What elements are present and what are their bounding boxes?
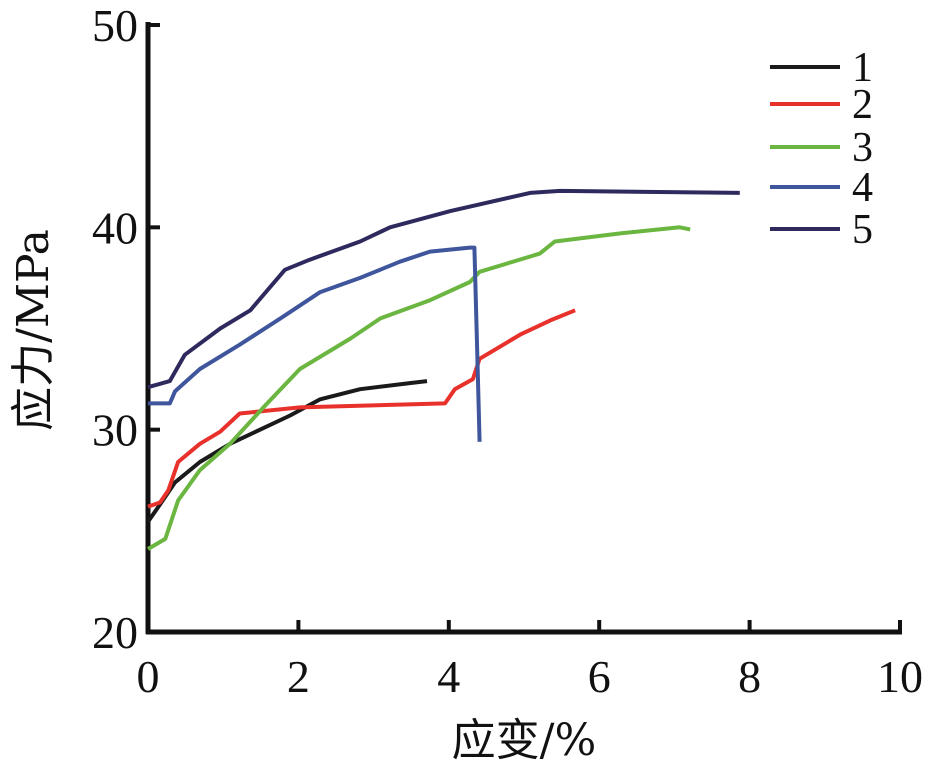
legend-label-3: 3	[852, 125, 873, 171]
y-tick-label: 50	[92, 0, 138, 51]
series-lines	[146, 188, 740, 551]
legend-label-5: 5	[852, 207, 873, 253]
series-line-3	[146, 225, 691, 551]
series-line-2	[147, 308, 576, 509]
x-axis-label: 应变/%	[452, 715, 597, 763]
legend-label-2: 2	[852, 82, 873, 128]
tick-labels: 20 30 40 50 0 2 4 6 8 10	[92, 0, 923, 702]
legend-label-4: 4	[852, 165, 873, 211]
series-line-5	[147, 188, 740, 390]
y-tick-label: 30	[92, 405, 138, 456]
y-tick-label: 40	[92, 202, 138, 253]
x-tick-label: 4	[437, 651, 460, 702]
y-tick-label: 20	[92, 607, 138, 658]
x-tick-label: 6	[588, 651, 611, 702]
x-tick-label: 10	[877, 651, 923, 702]
x-tick-label: 2	[287, 651, 310, 702]
y-axis-label: 应力/MPa	[8, 229, 59, 431]
legend-label-1: 1	[852, 45, 873, 91]
x-tick-label: 0	[137, 651, 160, 702]
series-line-4	[148, 245, 482, 442]
x-tick-label: 8	[738, 651, 761, 702]
axes	[145, 22, 902, 635]
